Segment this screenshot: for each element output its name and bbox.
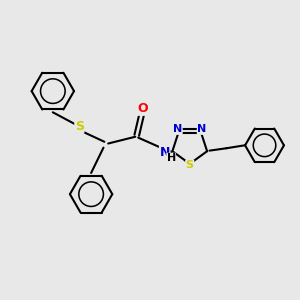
Text: H: H xyxy=(167,153,176,163)
Text: N: N xyxy=(160,146,170,159)
Text: S: S xyxy=(186,160,194,170)
Text: S: S xyxy=(75,120,84,133)
Text: N: N xyxy=(173,124,182,134)
Text: O: O xyxy=(137,102,148,115)
Text: N: N xyxy=(197,124,207,134)
